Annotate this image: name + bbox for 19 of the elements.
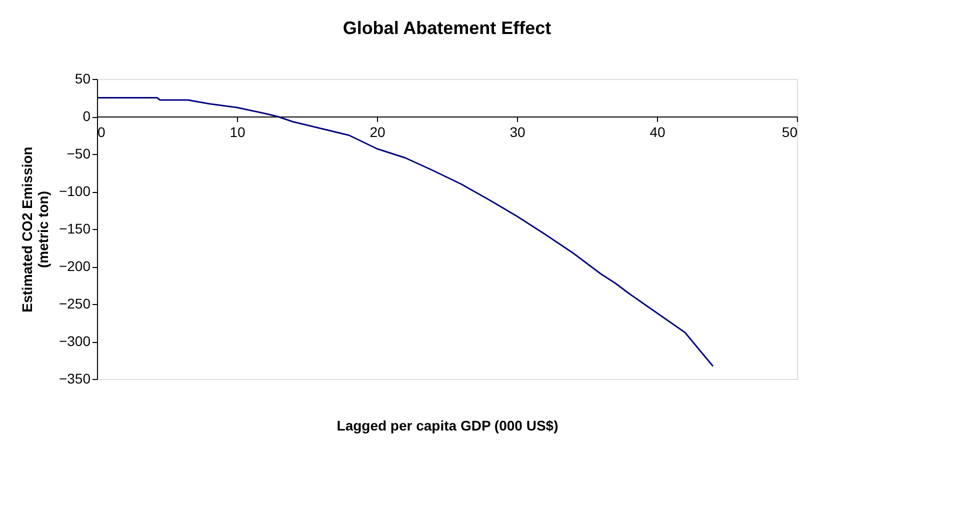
x-tick-label: 10 xyxy=(230,124,246,140)
x-tick-label: 50 xyxy=(782,124,798,140)
y-tick-label: −100 xyxy=(58,183,91,199)
y-tick-label: −150 xyxy=(58,220,91,236)
x-tick-label: 0 xyxy=(98,124,106,140)
y-tick-label: 50 xyxy=(74,70,91,86)
x-axis-title: Lagged per capita GDP (000 US$) xyxy=(336,418,558,434)
line-series xyxy=(96,97,714,367)
y-tick-label: −250 xyxy=(58,296,91,312)
y-tick-label: −350 xyxy=(58,370,91,386)
x-tick-label: 20 xyxy=(370,124,386,140)
y-axis-title: Estimated CO2 Emission (metric ton) xyxy=(18,146,51,312)
y-tick-label: 0 xyxy=(82,108,91,124)
y-tick-label: −200 xyxy=(58,258,91,274)
y-tick-label: −300 xyxy=(58,333,91,349)
x-tick-label: 40 xyxy=(650,124,666,140)
y-tick-label: −50 xyxy=(66,146,91,162)
chart-title: Global Abatement Effect xyxy=(342,18,552,38)
x-tick-label: 30 xyxy=(510,124,526,140)
